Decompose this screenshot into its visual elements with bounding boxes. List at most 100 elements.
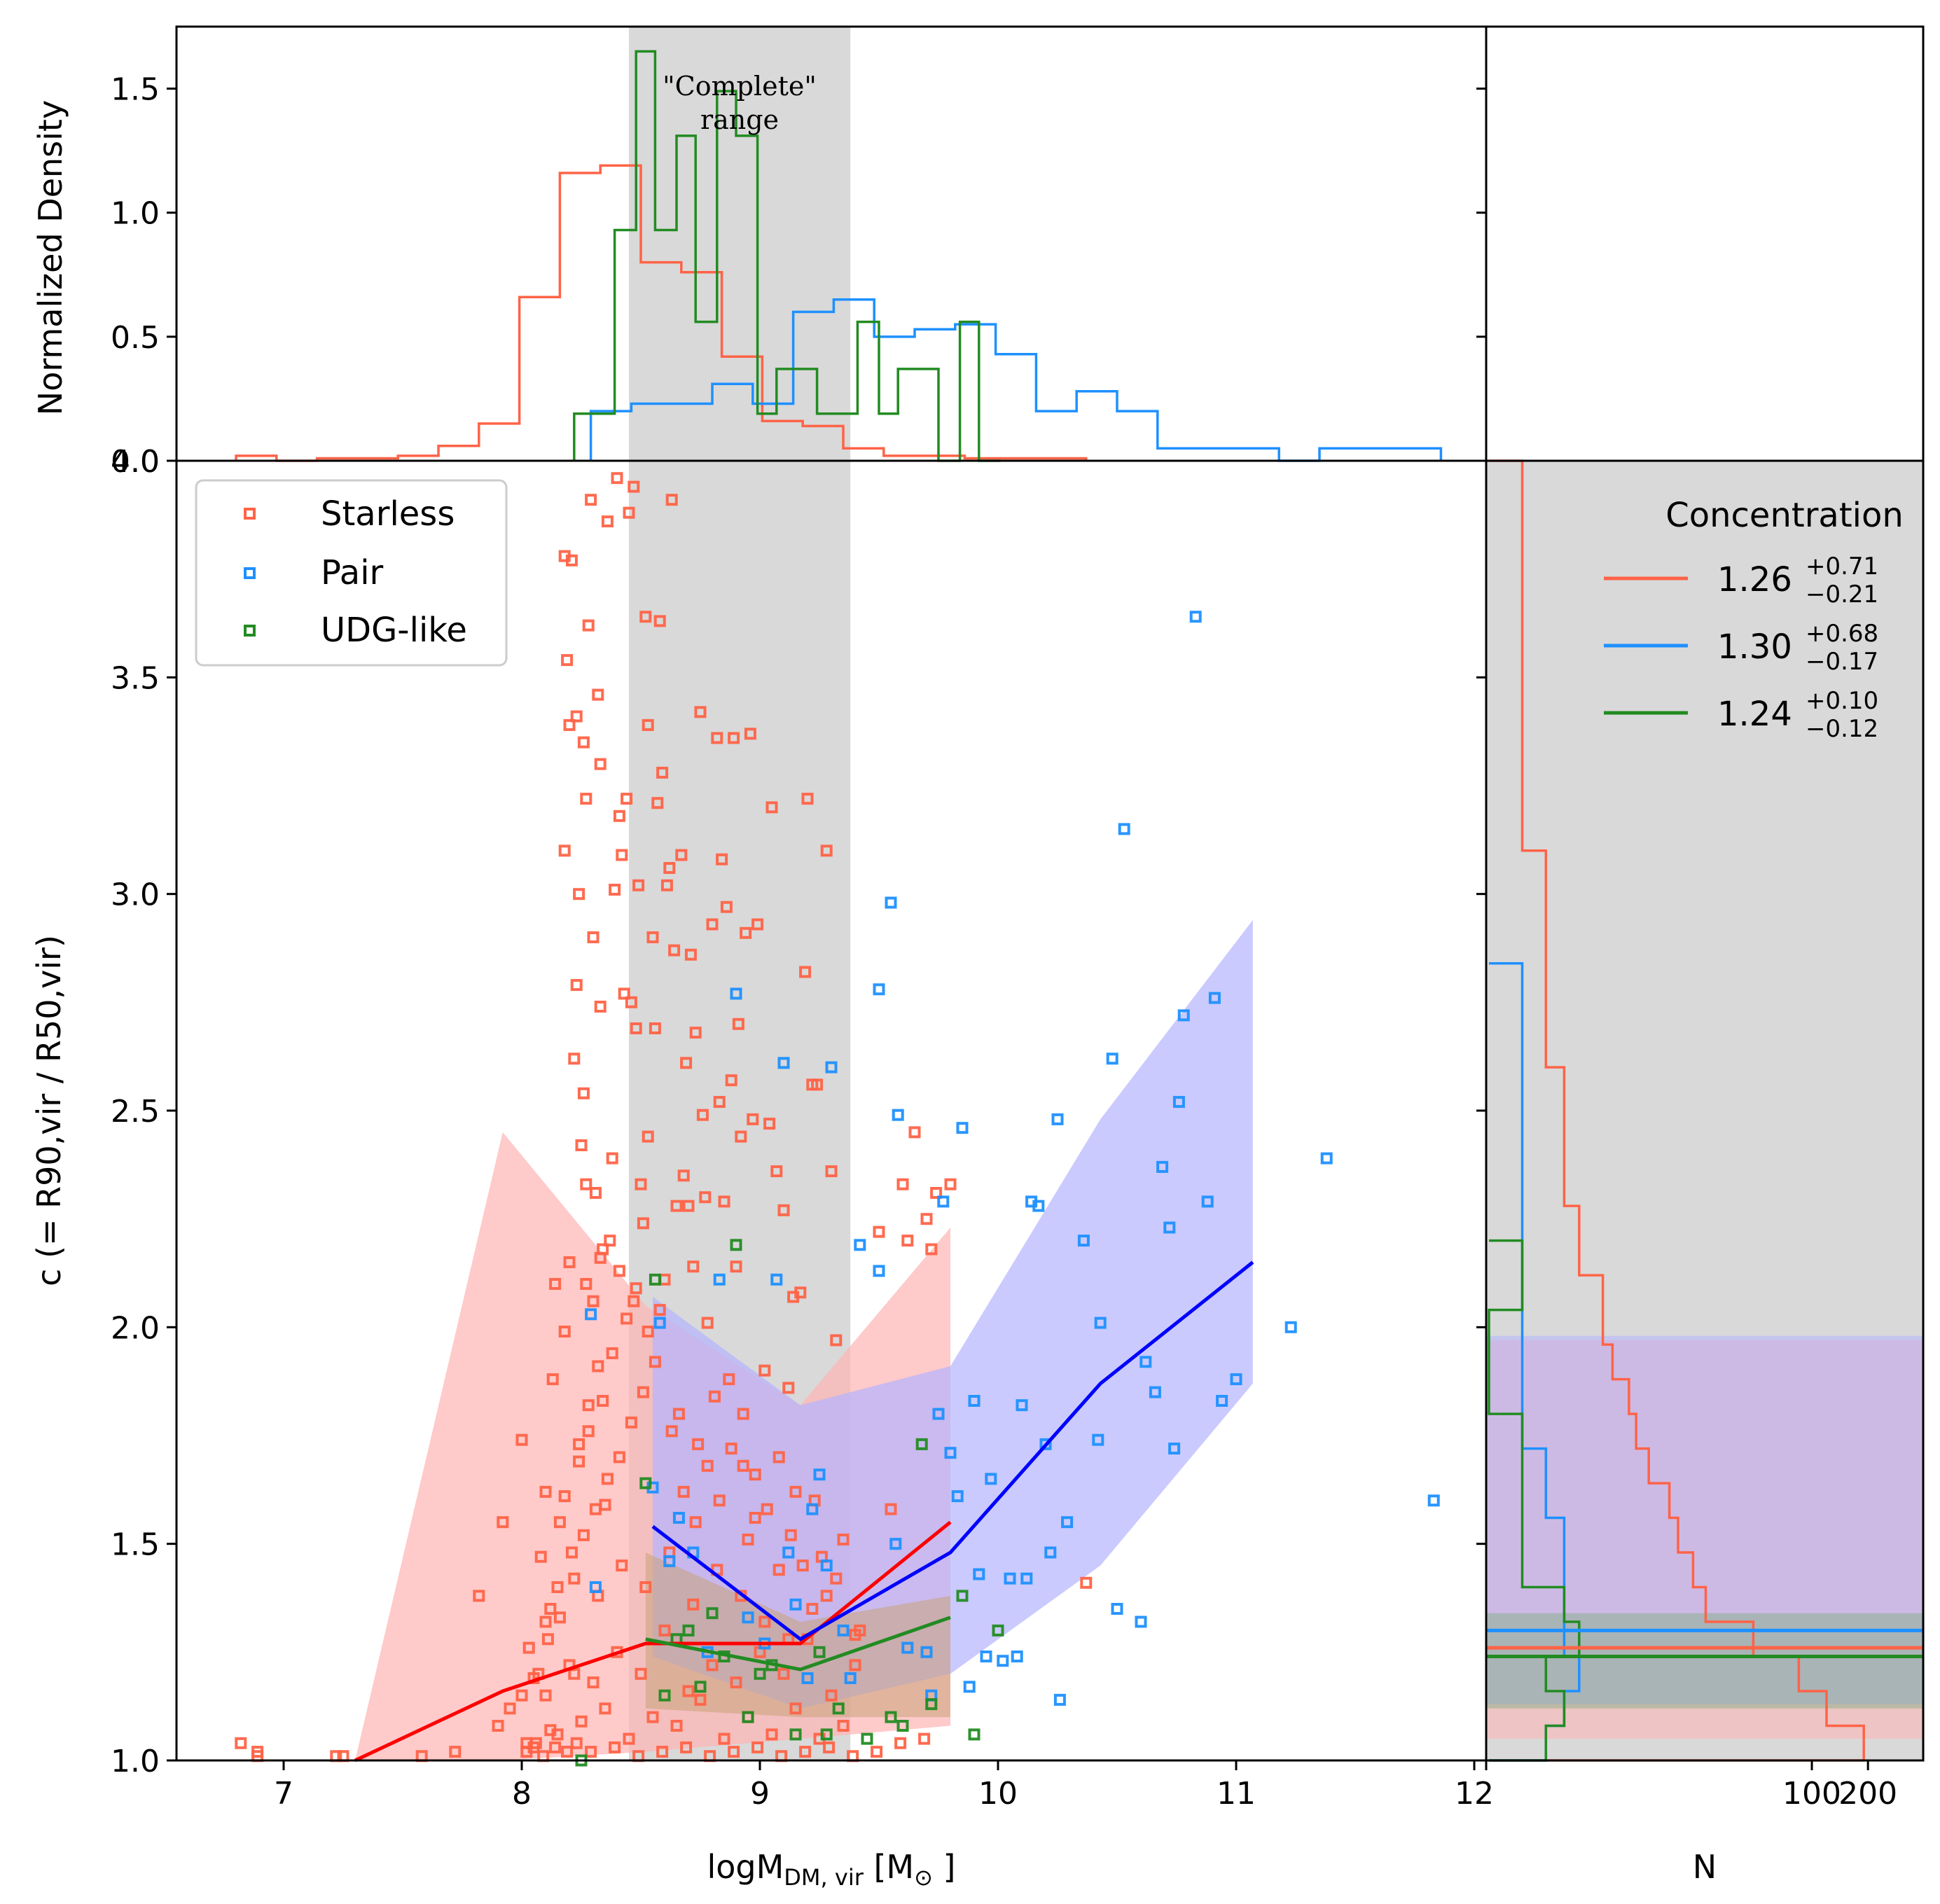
point-starless	[563, 718, 576, 731]
point-starless	[589, 1503, 602, 1515]
point-starless	[558, 1326, 571, 1337]
point-starless	[570, 979, 583, 992]
point-pair	[1284, 1321, 1297, 1333]
point-starless	[621, 793, 633, 805]
point-starless	[580, 793, 593, 805]
point-starless	[777, 1204, 790, 1216]
point-starless	[235, 1737, 247, 1749]
point-pair	[1094, 1316, 1107, 1329]
point-starless	[794, 1286, 807, 1299]
point-starless	[553, 1516, 566, 1529]
point-starless	[796, 1559, 809, 1572]
right-band-pair	[1486, 1335, 1923, 1704]
point-starless	[551, 1728, 564, 1741]
point-pair	[963, 1681, 976, 1693]
point-starless	[765, 1728, 778, 1741]
point-starless	[823, 1741, 836, 1753]
point-starless	[701, 1459, 714, 1472]
complete-range-band-top	[629, 27, 851, 461]
top-y-tick-label: 1.5	[111, 72, 160, 108]
right-x-tick-label: 200	[1838, 1776, 1897, 1812]
point-pair	[1011, 1651, 1023, 1662]
point-starless	[522, 1641, 535, 1654]
top-hist-starless	[235, 164, 1088, 462]
conc-legend-value-pair: 1.30	[1717, 627, 1792, 667]
point-starless	[849, 1659, 861, 1672]
legend-marker-pair	[244, 567, 256, 579]
point-starless	[609, 884, 621, 896]
point-starless	[642, 1326, 654, 1337]
point-starless	[799, 1746, 812, 1758]
point-udg	[789, 1728, 802, 1741]
point-pair	[1427, 1494, 1440, 1507]
point-starless	[687, 1260, 700, 1273]
point-starless	[594, 758, 607, 770]
point-starless	[672, 1408, 685, 1420]
point-starless	[871, 1746, 883, 1758]
point-udg	[742, 1711, 754, 1723]
point-starless	[737, 1459, 749, 1472]
point-starless	[765, 801, 778, 814]
point-starless	[582, 619, 595, 632]
point-starless	[925, 1243, 938, 1256]
point-starless	[646, 1711, 659, 1723]
point-starless	[656, 1746, 669, 1758]
point-starless	[682, 1200, 695, 1212]
point-starless	[737, 1408, 749, 1420]
point-starless	[529, 1737, 542, 1749]
point-starless	[684, 948, 697, 961]
point-starless	[651, 797, 664, 809]
point-pair	[1189, 611, 1202, 623]
point-udg	[706, 1607, 719, 1620]
point-pair	[1163, 1221, 1176, 1234]
point-pair	[777, 1057, 790, 1069]
conc-legend-lower-pair: −0.17	[1806, 648, 1878, 676]
top-hist-pair	[589, 298, 1443, 462]
point-pair	[1135, 1615, 1147, 1628]
point-starless	[577, 1529, 590, 1541]
point-starless	[742, 1534, 754, 1545]
right-x-axis-label: N	[1693, 1848, 1717, 1886]
point-starless	[820, 845, 833, 857]
y-tick-label: 3.5	[111, 660, 160, 696]
top-y-tick-label: 0.5	[111, 320, 160, 356]
point-starless	[782, 1382, 795, 1394]
point-pair	[1216, 1395, 1228, 1407]
scatter-legend: Starless Pair UDG-like	[195, 479, 508, 667]
point-starless	[609, 1741, 621, 1753]
point-starless	[573, 1438, 586, 1450]
point-pair	[885, 896, 897, 909]
point-starless	[749, 1468, 761, 1481]
point-starless	[649, 1022, 661, 1034]
point-starless	[568, 1572, 581, 1585]
point-starless	[613, 1451, 625, 1464]
point-starless	[706, 1659, 719, 1672]
point-pair	[1208, 992, 1221, 1004]
point-udg	[992, 1624, 1004, 1637]
y-tick-label: 2.5	[111, 1094, 160, 1130]
point-starless	[720, 901, 733, 913]
point-starless	[854, 1624, 866, 1637]
point-starless	[642, 1130, 654, 1143]
point-starless	[621, 1312, 633, 1325]
point-starless	[801, 793, 814, 805]
point-starless	[677, 1485, 690, 1498]
point-starless	[611, 472, 623, 485]
point-starless	[639, 611, 652, 623]
point-pair	[1077, 1235, 1090, 1247]
point-starless	[587, 931, 600, 943]
point-pair	[1032, 1200, 1045, 1212]
point-starless	[599, 1702, 611, 1715]
point-starless	[713, 1096, 726, 1109]
point-starless	[682, 1685, 695, 1697]
point-starless	[837, 1720, 850, 1732]
point-pair	[944, 1447, 957, 1459]
right-panel-frame	[1485, 459, 1925, 1762]
point-pair	[1156, 1160, 1169, 1173]
point-starless	[665, 1425, 678, 1438]
point-pair	[968, 1395, 981, 1407]
point-pair	[1177, 1009, 1190, 1022]
point-starless	[497, 1516, 509, 1529]
point-pair	[1111, 1603, 1123, 1615]
median-line-udg	[645, 1615, 951, 1672]
